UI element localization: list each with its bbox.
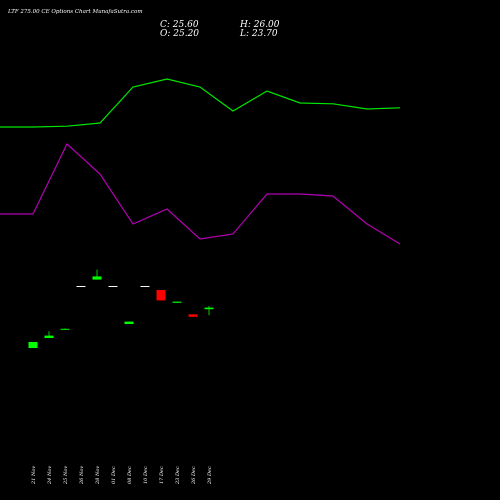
candle-body	[204, 307, 214, 310]
candle	[204, 306, 214, 316]
open-value: O: 25.20	[160, 29, 200, 39]
candle-body	[156, 290, 166, 301]
x-tick-label: 24 Nov	[47, 466, 53, 485]
x-tick-label: 23 Dec	[175, 466, 181, 485]
candle	[172, 301, 182, 303]
candle	[60, 328, 70, 330]
candle-body	[124, 321, 134, 324]
x-axis-ticks: 21 Nov 24 Nov 25 Nov 26 Nov 28 Nov 01 Dec 08 D…	[31, 466, 213, 485]
candle-body	[92, 276, 102, 280]
candle	[108, 286, 118, 287]
indicator-lines	[0, 78, 401, 245]
x-tick-label: 08 Dec	[127, 466, 133, 484]
high-value: H: 26.00	[240, 20, 280, 30]
chart-title: LTF 275.00 CE Options Chart MunafaSutra.…	[8, 9, 143, 15]
x-tick-label: 25 Nov	[63, 466, 69, 485]
candle-body	[76, 286, 86, 287]
candle	[44, 331, 54, 338]
x-tick-label: 26 Dec	[191, 466, 197, 485]
candle-body	[172, 301, 182, 303]
candle	[92, 269, 102, 280]
x-tick-label: 29 Dec	[207, 466, 213, 485]
candlesticks	[28, 269, 214, 348]
candle	[76, 286, 86, 287]
green-indicator-line	[0, 78, 401, 128]
candle-body	[108, 286, 118, 287]
candle-body	[44, 335, 54, 338]
low-value: L: 23.70	[240, 29, 278, 39]
x-tick-label: 28 Nov	[95, 466, 101, 485]
candle-body	[188, 314, 198, 317]
x-tick-label: 26 Nov	[79, 466, 85, 485]
magenta-indicator-line	[0, 143, 401, 245]
candle	[124, 321, 134, 324]
close-value: C: 25.60	[160, 20, 199, 30]
x-tick-label: 10 Dec	[143, 466, 149, 484]
candle	[140, 286, 150, 287]
x-tick-label: 17 Dec	[159, 466, 165, 484]
x-tick-label: 21 Nov	[31, 466, 37, 485]
candle-body	[60, 328, 70, 330]
candle-body	[28, 342, 38, 348]
candle	[188, 314, 198, 317]
candle-body	[140, 286, 150, 287]
x-tick-label: 01 Dec	[111, 466, 117, 484]
candle	[156, 290, 166, 301]
candle	[28, 342, 38, 348]
